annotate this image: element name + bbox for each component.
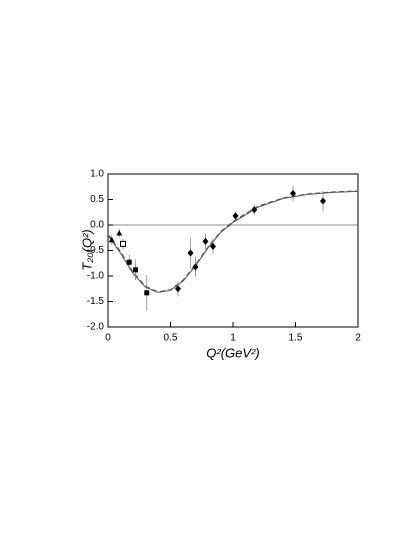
x-tick-label: 0.5 [164,333,178,344]
point [320,197,326,205]
point [133,267,138,273]
point [116,230,123,236]
point [192,263,199,271]
point [232,212,239,220]
y-tick-label: 0.0 [90,220,104,231]
curve [107,190,359,293]
y-tick-label: -2.0 [87,322,105,333]
x-tick-label: 2 [355,333,361,344]
point [187,249,194,257]
point [202,237,209,245]
point [126,259,132,265]
y-tick-label: -0.5 [87,245,105,256]
y-tick-label: 1.0 [90,169,104,180]
x-tick-label: 0 [105,333,111,344]
curve [107,190,359,293]
plot-frame [107,173,359,328]
point [210,242,216,250]
point [175,285,181,293]
x-tick-label: 1.5 [289,333,303,344]
point [144,290,150,296]
point [108,236,115,243]
point [290,189,296,197]
y-tick-label: -1.5 [87,296,105,307]
y-axis-title: T₂₀(Q²) [79,229,94,270]
point [120,240,126,247]
x-tick-label: 1 [230,333,236,344]
y-tick-label: -1.0 [87,271,105,282]
x-axis-title: Q²(GeV²) [206,345,259,360]
y-tick-label: 0.5 [90,194,104,205]
point [251,206,258,214]
